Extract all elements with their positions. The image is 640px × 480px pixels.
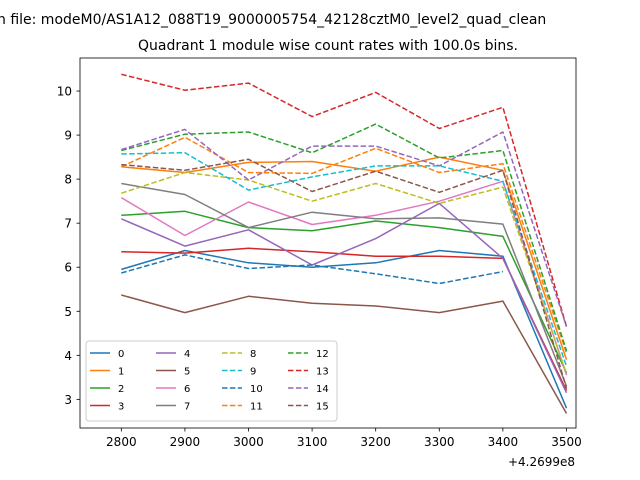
series-line-6 [120, 180, 568, 376]
legend-label-10: 10 [250, 384, 263, 395]
y-tick-label: 8 [64, 173, 72, 187]
y-tick-label: 3 [64, 393, 72, 407]
legend-label-15: 15 [316, 402, 329, 413]
legend-label-4: 4 [184, 349, 190, 360]
legend-label-1: 1 [118, 367, 124, 378]
legend-label-14: 14 [316, 384, 329, 395]
series-line-4 [121, 202, 568, 394]
series-line-1 [121, 156, 568, 360]
legend-label-0: 0 [118, 349, 124, 360]
series-line-2 [121, 210, 568, 374]
legend-box [85, 340, 338, 422]
plot-area: 2800 2900 3000 3100 3200 3300 3400 350034567891… [57, 57, 582, 449]
x-axis-offset-label: +4.2699e8 [508, 455, 575, 469]
series-line-13 [121, 73, 568, 327]
x-tick-label: 3300 [424, 435, 455, 449]
y-tick-label: 10 [57, 85, 72, 99]
series-line-8 [121, 171, 568, 375]
legend-label-2: 2 [118, 384, 124, 395]
x-tick-label: 3400 [488, 435, 519, 449]
chart-title: Quadrant 1 module wise count rates with … [138, 38, 518, 54]
series-line-11 [120, 136, 568, 354]
series-line-3 [121, 247, 568, 391]
legend-label-3: 3 [118, 402, 124, 413]
x-tick-label: 2800 [106, 435, 137, 449]
legend-label-11: 11 [250, 402, 263, 413]
legend-label-8: 8 [250, 349, 256, 360]
series-line-14 [121, 128, 568, 327]
y-tick-label: 6 [64, 261, 72, 275]
series-line-7 [121, 182, 568, 387]
y-tick-label: 9 [64, 129, 72, 143]
legend-label-6: 6 [184, 384, 190, 395]
legend-label-12: 12 [316, 349, 329, 360]
y-tick-label: 4 [64, 349, 72, 363]
y-tick-label: 5 [64, 305, 72, 319]
series-line-9 [121, 151, 568, 367]
x-tick-label: 3000 [233, 435, 264, 449]
x-tick-label: 3500 [551, 435, 582, 449]
series-line-5 [121, 294, 568, 414]
legend-label-9: 9 [250, 367, 256, 378]
chart-suptitle: n file: modeM0/AS1A12_088T19_9000005754_… [0, 12, 546, 28]
x-tick-label: 3200 [360, 435, 391, 449]
series-line-15 [121, 158, 568, 389]
legend-label-7: 7 [184, 402, 190, 413]
x-tick-label: 3100 [297, 435, 328, 449]
plot-frame [79, 57, 577, 429]
legend-label-13: 13 [316, 367, 329, 378]
legend-label-5: 5 [184, 367, 190, 378]
series-line-10 [121, 254, 504, 285]
series-line-12 [121, 123, 568, 352]
x-tick-label: 2900 [170, 435, 201, 449]
y-tick-label: 7 [64, 217, 72, 231]
